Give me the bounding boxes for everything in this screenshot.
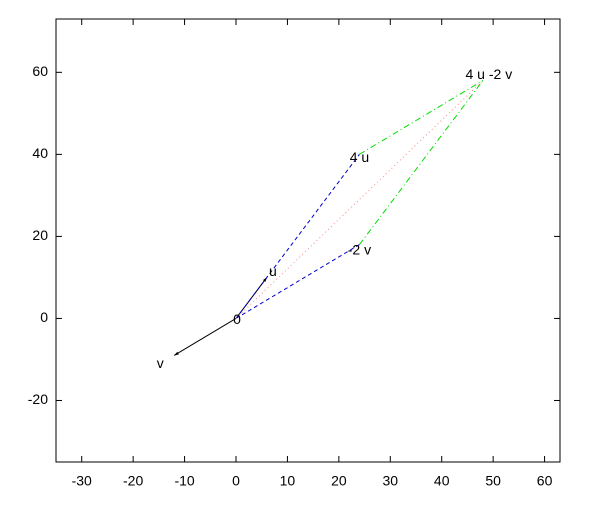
plot-frame: [55, 18, 561, 463]
x-tick-label: 10: [280, 473, 296, 489]
y-tick-label: 0: [40, 309, 48, 325]
vector-segment: [235, 154, 360, 319]
x-tick-label: 30: [382, 473, 398, 489]
vector-segment: [359, 80, 484, 245]
point-label: 4 u: [350, 149, 369, 165]
point-label: v: [157, 355, 164, 371]
point-label: 4 u -2 v: [466, 66, 513, 82]
vector-segment: [173, 318, 237, 356]
vector-segment: [359, 80, 484, 155]
point-label: u: [269, 263, 277, 279]
y-tick-label: 60: [32, 63, 48, 79]
x-tick-label: 20: [331, 473, 347, 489]
x-tick-label: -10: [174, 473, 194, 489]
point-label: 0: [233, 311, 241, 327]
y-tick-label: -20: [28, 391, 48, 407]
x-tick-label: -30: [72, 473, 92, 489]
x-tick-label: 60: [537, 473, 553, 489]
y-tick-label: 20: [32, 227, 48, 243]
vector-segment: [235, 244, 360, 319]
y-tick-label: 40: [32, 145, 48, 161]
x-tick-label: 0: [232, 473, 240, 489]
point-label: -2 v: [348, 241, 371, 257]
x-tick-label: -20: [123, 473, 143, 489]
x-tick-label: 50: [485, 473, 501, 489]
x-tick-label: 40: [434, 473, 450, 489]
vector-segment: [235, 80, 484, 319]
